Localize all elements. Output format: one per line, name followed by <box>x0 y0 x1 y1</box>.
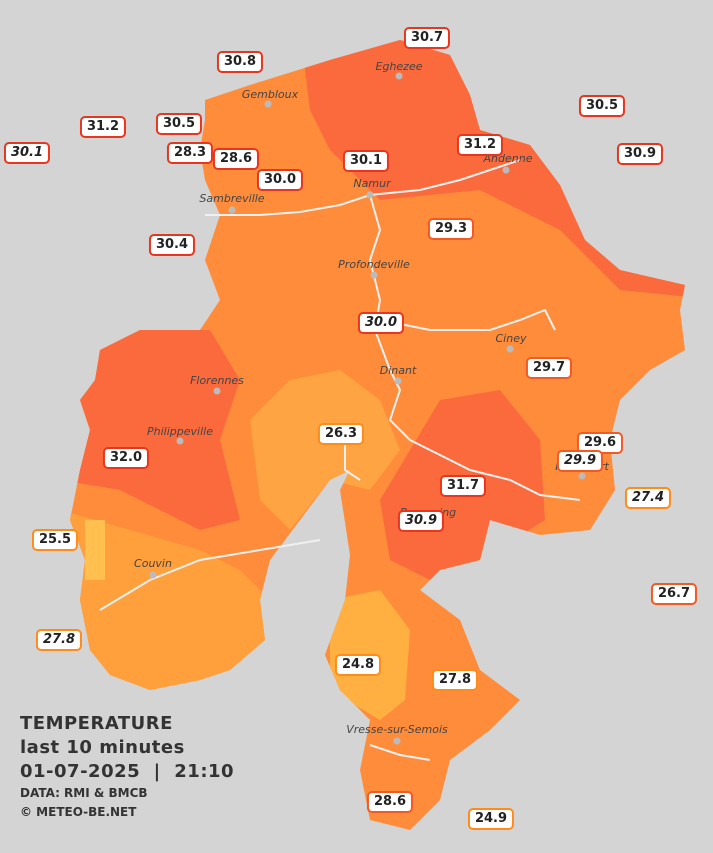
legend: TEMPERATURE last 10 minutes 01-07-2025 |… <box>20 712 234 822</box>
station-value: 30.8 <box>216 51 264 73</box>
city-dot <box>578 472 586 480</box>
city-dot <box>228 206 236 214</box>
station-value: 31.2 <box>79 116 127 138</box>
station-value: 29.3 <box>427 218 475 240</box>
station-value: 30.9 <box>616 143 664 165</box>
station-value: 32.0 <box>102 447 150 469</box>
legend-datetime: 01-07-2025 | 21:10 <box>20 761 235 782</box>
station-value: 26.3 <box>317 423 365 445</box>
city-label: Ciney <box>495 332 527 345</box>
city-dot <box>264 100 272 108</box>
city-label: Eghezee <box>375 60 423 73</box>
city-label: Florennes <box>190 374 244 387</box>
station-value: 28.6 <box>366 791 414 813</box>
station-value: 29.9 <box>556 450 604 472</box>
city-label: Profondeville <box>338 258 410 271</box>
city-dot <box>370 271 378 279</box>
station-value: 30.7 <box>403 27 451 49</box>
city-dot <box>149 571 157 579</box>
station-value: 27.8 <box>35 629 83 651</box>
station-value: 30.0 <box>357 312 405 334</box>
city-label: Namur <box>353 177 391 190</box>
city-label: Sambreville <box>199 192 265 205</box>
station-value: 25.5 <box>31 529 79 551</box>
city-dot <box>366 191 374 199</box>
station-value: 30.5 <box>155 113 203 135</box>
station-value: 31.7 <box>439 475 487 497</box>
city-label: Gembloux <box>241 88 299 101</box>
rivers <box>99 159 581 761</box>
station-value: 30.5 <box>578 95 626 117</box>
station-value: 26.7 <box>650 583 698 605</box>
station-value: 27.8 <box>431 669 479 691</box>
city-label: Vresse-sur-Semois <box>346 723 448 736</box>
station-value: 24.8 <box>334 654 382 676</box>
station-value: 27.4 <box>624 487 672 509</box>
station-value: 28.6 <box>212 148 260 170</box>
station-value: 30.0 <box>256 169 304 191</box>
city-dot <box>176 437 184 445</box>
legend-title: TEMPERATURE <box>20 713 173 734</box>
station-value: 30.1 <box>3 142 51 164</box>
city-dot <box>502 166 510 174</box>
city-label: Couvin <box>134 557 172 570</box>
station-value: 24.9 <box>467 808 515 830</box>
city-label: Dinant <box>379 364 417 377</box>
legend-copyright: © METEO-BE.NET <box>20 805 137 819</box>
legend-source: DATA: RMI & BMCB <box>20 786 148 800</box>
city-dot <box>394 377 402 385</box>
city-dot <box>393 737 401 745</box>
city-dot <box>395 72 403 80</box>
station-value: 31.2 <box>456 134 504 156</box>
station-value: 30.1 <box>342 150 390 172</box>
city-dot <box>213 387 221 395</box>
city-label: Philippeville <box>147 425 213 438</box>
station-value: 30.9 <box>397 510 445 532</box>
station-value: 29.7 <box>525 357 573 379</box>
station-value: 30.4 <box>148 234 196 256</box>
legend-subtitle: last 10 minutes <box>20 737 185 758</box>
station-value: 28.3 <box>166 142 214 164</box>
city-dot <box>506 345 514 353</box>
